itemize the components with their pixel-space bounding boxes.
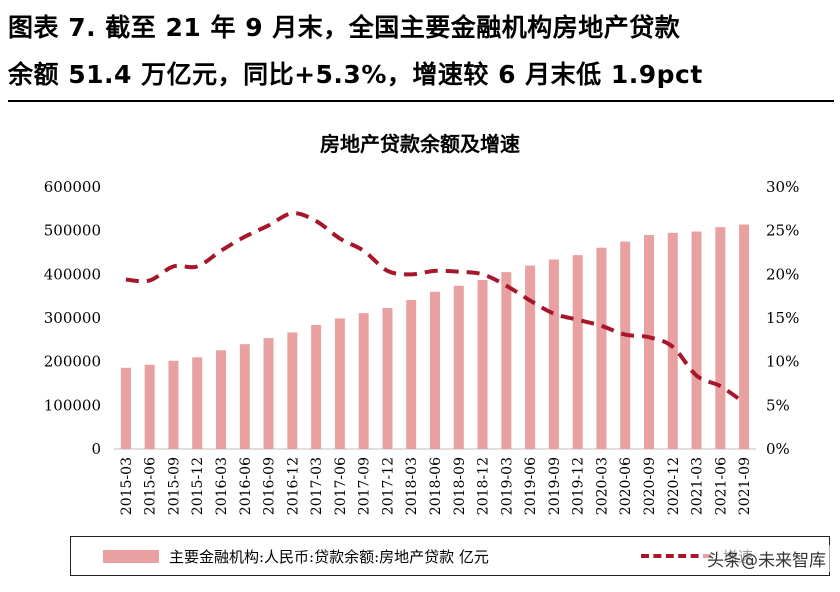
bar-2021-03 [691, 231, 702, 449]
bar-2018-09 [453, 285, 464, 449]
x-tick-label: 2020-12 [666, 457, 682, 515]
x-tick-label: 2015-03 [119, 457, 135, 515]
bar-2015-06 [144, 364, 155, 449]
x-tick-label: 2020-09 [642, 457, 658, 515]
legend-item-bars: 主要金融机构:人民币:贷款余额:房地产贷款 亿元 [103, 537, 489, 575]
bar-2016-06 [239, 344, 250, 449]
x-tick-label: 2019-03 [499, 457, 515, 515]
bar-2017-09 [358, 313, 369, 449]
x-tick-label: 2019-09 [547, 457, 563, 515]
title-divider [8, 100, 834, 102]
y-right-tick-label: 5% [766, 396, 790, 414]
chart-title: 房地产贷款余额及增速 [320, 132, 520, 156]
y-left-tick-label: 500000 [44, 222, 101, 240]
x-tick-label: 2021-03 [690, 457, 706, 515]
y-left-tick-label: 400000 [44, 265, 101, 283]
bar-2020-12 [667, 232, 678, 449]
x-tick-label: 2017-09 [357, 457, 373, 515]
bar-2015-09 [168, 360, 179, 449]
x-tick-label: 2016-09 [262, 457, 278, 515]
bar-2020-06 [620, 241, 631, 449]
bar-2021-09 [739, 224, 750, 449]
x-tick-label: 2021-09 [737, 457, 753, 515]
y-left-tick-label: 600000 [44, 178, 101, 196]
y-left-tick-label: 100000 [44, 396, 101, 414]
bar-2015-03 [120, 367, 131, 449]
bar-2017-03 [311, 324, 322, 449]
y-left-tick-label: 0 [91, 440, 101, 458]
y-right-tick-label: 0% [766, 440, 790, 458]
bar-2018-12 [477, 280, 488, 449]
bar-2019-06 [525, 265, 536, 449]
bar-2017-12 [382, 307, 393, 449]
x-tick-label: 2017-03 [309, 457, 325, 515]
bar-2017-06 [334, 318, 345, 449]
y-right-tick-label: 25% [766, 222, 799, 240]
x-tick-label: 2017-12 [380, 457, 396, 515]
x-tick-label: 2015-12 [190, 457, 206, 515]
watermark: 头条@未来智库 [703, 545, 830, 572]
x-tick-label: 2019-12 [571, 457, 587, 515]
bar-2021-06 [715, 227, 726, 449]
bar-2016-12 [287, 332, 298, 449]
bar-2016-03 [216, 350, 226, 449]
legend-label-bars: 主要金融机构:人民币:贷款余额:房地产贷款 亿元 [169, 547, 489, 566]
figure-title-line2: 余额 51.4 万亿元，同比+5.3%，增速较 6 月末低 1.9pct [8, 60, 703, 89]
bar-2016-09 [263, 338, 274, 449]
y-right-tick-label: 30% [766, 178, 799, 196]
bar-2020-03 [596, 247, 607, 449]
x-tick-label: 2018-06 [428, 457, 444, 515]
x-tick-label: 2020-06 [618, 457, 634, 515]
y-left-tick-label: 200000 [44, 353, 101, 371]
x-tick-label: 2016-03 [214, 457, 230, 515]
bar-2018-06 [430, 291, 440, 449]
x-tick-label: 2015-06 [143, 457, 159, 515]
y-right-tick-label: 20% [766, 265, 799, 283]
figure-title: 图表 7. 截至 21 年 9 月末，全国主要金融机构房地产贷款 余额 51.4… [8, 4, 834, 98]
y-right-tick-label: 10% [766, 353, 799, 371]
x-tick-label: 2020-03 [594, 457, 610, 515]
x-tick-label: 2015-09 [166, 457, 182, 515]
bar-2018-03 [406, 300, 417, 449]
legend-swatch-line [641, 554, 711, 558]
x-tick-label: 2018-09 [452, 457, 468, 515]
x-tick-label: 2018-03 [404, 457, 420, 515]
bar-2015-12 [192, 357, 203, 449]
legend-swatch-bar [103, 549, 159, 563]
bar-2020-09 [644, 235, 654, 449]
y-left-tick-label: 300000 [44, 309, 101, 327]
x-tick-label: 2016-12 [285, 457, 301, 515]
bar-2019-09 [548, 259, 559, 449]
x-tick-label: 2021-06 [713, 457, 729, 515]
x-tick-label: 2018-12 [476, 457, 492, 515]
x-tick-label: 2016-06 [238, 457, 254, 515]
bar-2019-12 [572, 255, 583, 449]
figure-title-line1: 图表 7. 截至 21 年 9 月末，全国主要金融机构房地产贷款 [8, 13, 681, 42]
y-right-tick-label: 15% [766, 309, 799, 327]
x-tick-label: 2017-06 [333, 457, 349, 515]
bar-2019-03 [501, 272, 512, 449]
x-tick-label: 2019-06 [523, 457, 539, 515]
chart-canvas: 0 100000 200000 300000 400000 500000 600000 0% 5… [44, 178, 800, 515]
